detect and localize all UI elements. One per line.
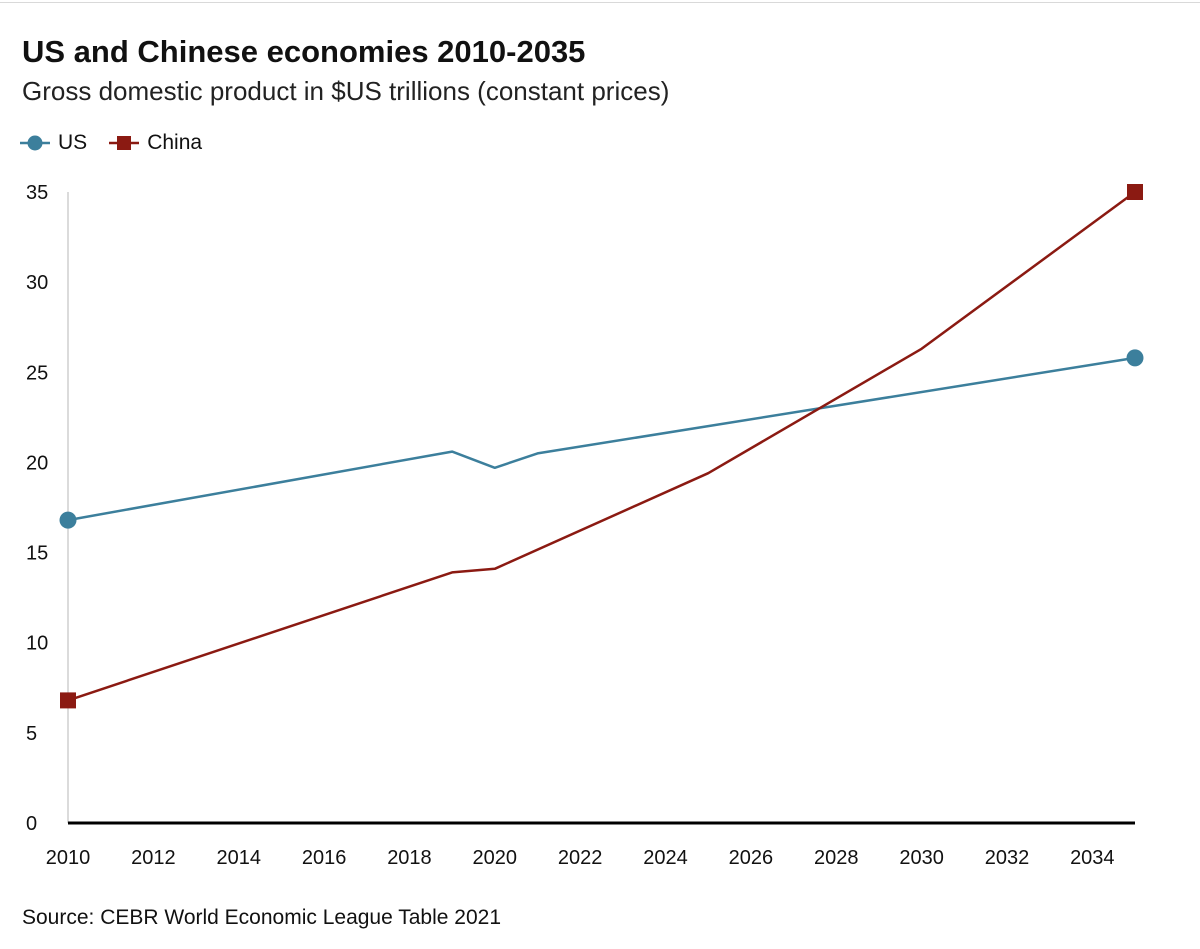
x-tick-label: 2016 bbox=[302, 847, 347, 869]
legend-item-china[interactable]: China bbox=[109, 131, 202, 155]
legend-item-us[interactable]: US bbox=[20, 131, 87, 155]
x-tick-label: 2012 bbox=[131, 847, 176, 869]
series-marker-china-end bbox=[1127, 184, 1143, 200]
x-tick-label: 2024 bbox=[643, 847, 688, 869]
chart-subtitle: Gross domestic product in $US trillions … bbox=[22, 76, 670, 106]
chart-title: US and Chinese economies 2010-2035 bbox=[22, 34, 586, 69]
y-tick-label: 20 bbox=[26, 452, 48, 474]
x-tick-label: 2030 bbox=[899, 847, 944, 869]
x-tick-label: 2020 bbox=[473, 847, 518, 869]
y-tick-label: 35 bbox=[26, 182, 48, 204]
top-rule bbox=[0, 2, 1200, 3]
x-tick-label: 2014 bbox=[216, 847, 261, 869]
legend: US China bbox=[20, 128, 224, 158]
x-tick-label: 2022 bbox=[558, 847, 603, 869]
y-tick-label: 30 bbox=[26, 272, 48, 294]
source-note: Source: CEBR World Economic League Table… bbox=[22, 906, 502, 929]
x-tick-label: 2010 bbox=[46, 847, 91, 869]
y-tick-label: 10 bbox=[26, 633, 48, 655]
x-tick-label: 2018 bbox=[387, 847, 432, 869]
series-marker-us-start bbox=[59, 511, 77, 529]
series-line-us bbox=[67, 356, 1136, 522]
x-tick-label: 2026 bbox=[729, 847, 774, 869]
y-tick-label: 25 bbox=[26, 362, 48, 384]
legend-china-square-icon bbox=[109, 136, 140, 150]
legend-us-circle-icon bbox=[20, 135, 50, 151]
series-marker-us-end bbox=[1126, 349, 1144, 367]
legend-label-china: China bbox=[147, 131, 203, 154]
y-tick-label: 15 bbox=[26, 543, 48, 565]
legend-label-us: US bbox=[58, 131, 88, 154]
series-marker-china-start bbox=[60, 692, 76, 709]
y-tick-label: 5 bbox=[26, 723, 37, 745]
x-tick-label: 2028 bbox=[814, 847, 859, 869]
x-tick-label: 2032 bbox=[985, 847, 1030, 869]
y-tick-label: 0 bbox=[26, 813, 37, 835]
x-tick-label: 2034 bbox=[1070, 847, 1115, 869]
series-line-china bbox=[67, 190, 1136, 702]
